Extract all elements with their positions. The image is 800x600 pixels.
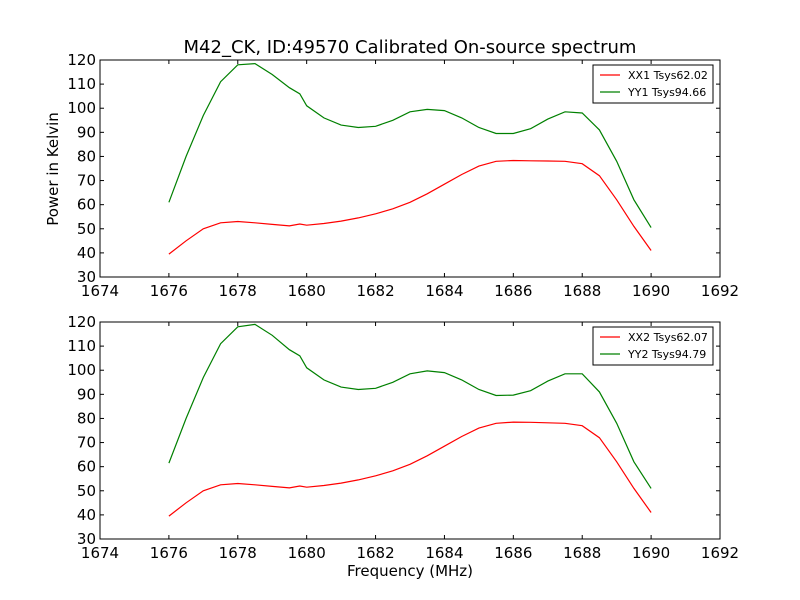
y-axis-label: Power in Kelvin [44, 112, 62, 226]
y-tick-label: 90 [77, 385, 96, 403]
y-tick-label: 40 [77, 244, 96, 262]
series-line-2 [168, 62, 652, 228]
y-tick-label: 80 [77, 409, 96, 427]
x-tick-label: 1690 [632, 282, 670, 300]
y-tick-label: 70 [77, 172, 96, 190]
legend: XX2 Tsys62.07 YY2 Tsys94.79 [592, 326, 714, 366]
x-tick-label: 1676 [150, 282, 188, 300]
y-tick-label: 110 [67, 75, 96, 93]
x-tick-label: 1692 [701, 282, 739, 300]
x-tick-label: 1674 [81, 282, 119, 300]
x-tick-label: 1686 [494, 544, 532, 562]
x-tick-label: 1692 [701, 544, 739, 562]
bottom-panel: 1674 1676 1678 1680 1682 1684 1686 1688 1690 1692… [67, 313, 739, 562]
legend-label: YY1 Tsys94.66 [627, 86, 706, 99]
plot-frame [99, 59, 721, 278]
series-line-1 [168, 421, 652, 517]
legend-label: XX2 Tsys62.07 [628, 331, 708, 344]
y-tick-label: 60 [77, 196, 96, 214]
x-tick-label: 1680 [288, 544, 326, 562]
x-axis-label: Frequency (MHz) [347, 562, 473, 580]
y-tick-label: 120 [67, 313, 96, 331]
x-tick-label: 1690 [632, 544, 670, 562]
y-tick-label: 40 [77, 506, 96, 524]
y-tick-label: 70 [77, 434, 96, 452]
top-panel: 1674 1676 1678 1680 1682 1684 1686 1688 1690 1692… [67, 51, 739, 300]
y-tick-label: 100 [67, 361, 96, 379]
figure-title: M42_CK, ID:49570 Calibrated On-source sp… [184, 37, 637, 58]
y-tick-label: 80 [77, 147, 96, 165]
y-tick-label: 60 [77, 458, 96, 476]
x-tick-label: 1684 [425, 544, 463, 562]
legend: XX1 Tsys62.02 YY1 Tsys94.66 [592, 64, 714, 104]
x-tick-label: 1688 [563, 282, 601, 300]
y-tick-label: 30 [77, 530, 96, 548]
y-tick-label: 90 [77, 123, 96, 141]
legend-label: XX1 Tsys62.02 [628, 69, 708, 82]
x-tick-label: 1676 [150, 544, 188, 562]
x-tick-label: 1674 [81, 544, 119, 562]
series-line-1 [168, 159, 652, 255]
y-tick-label: 120 [67, 51, 96, 69]
y-tick-label: 110 [67, 337, 96, 355]
x-tick-label: 1678 [219, 282, 257, 300]
x-tick-label: 1682 [356, 544, 394, 562]
plot-frame [99, 321, 721, 540]
x-tick-label: 1686 [494, 282, 532, 300]
series-line-2 [168, 323, 652, 489]
y-tick-label: 50 [77, 220, 96, 238]
y-tick-label: 100 [67, 99, 96, 117]
legend-label: YY2 Tsys94.79 [627, 348, 706, 361]
y-tick-label: 50 [77, 482, 96, 500]
x-tick-label: 1678 [219, 544, 257, 562]
x-tick-label: 1682 [356, 282, 394, 300]
x-tick-label: 1680 [288, 282, 326, 300]
y-tick-label: 30 [77, 268, 96, 286]
x-tick-label: 1688 [563, 544, 601, 562]
x-tick-label: 1684 [425, 282, 463, 300]
